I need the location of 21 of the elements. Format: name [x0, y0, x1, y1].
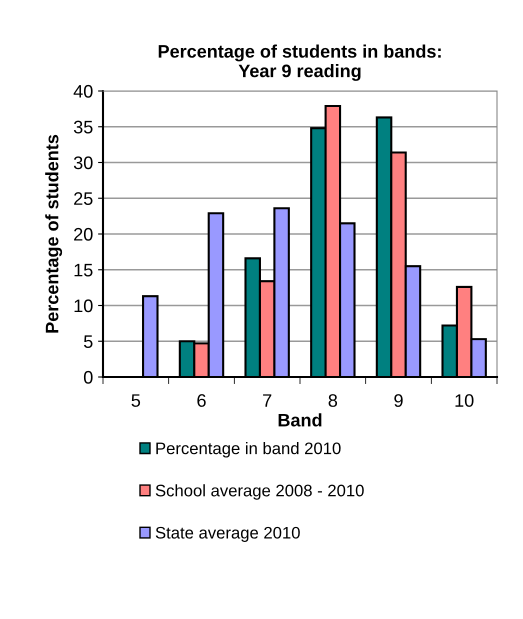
legend-label: State average 2010	[156, 526, 300, 542]
x-tick-label: 10	[456, 394, 474, 407]
legend-label: School average 2008 - 2010	[156, 484, 364, 500]
x-tick-label: 7	[263, 394, 272, 407]
x-tick-label: 8	[328, 394, 338, 407]
legend-label: Percentage in band 2010	[156, 442, 341, 458]
x-axis-title: Band	[278, 413, 322, 427]
y-tick-label: 35	[74, 120, 93, 134]
y-tick-label: 40	[74, 84, 93, 98]
y-tick-label: 20	[74, 228, 93, 241]
chart-title: Percentage of students in bands: Year 9 reading	[158, 44, 441, 81]
y-tick-label: 5	[84, 335, 93, 348]
x-tick-label: 9	[394, 394, 403, 407]
y-tick-label: 30	[74, 156, 93, 170]
y-tick-label: 10	[74, 299, 93, 312]
y-tick-label: 25	[74, 192, 93, 205]
y-tick-label: 15	[74, 264, 93, 276]
y-tick-label: 0	[84, 370, 93, 384]
y-axis-title: Percentage of students	[45, 134, 62, 333]
x-tick-label: 6	[197, 394, 206, 407]
x-tick-label: 5	[132, 394, 140, 407]
